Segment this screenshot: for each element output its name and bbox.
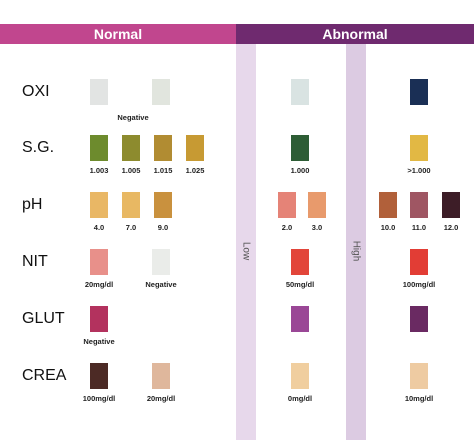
nit-normal-0-swatch <box>90 249 108 275</box>
ph-high-2-value-label: 12.0 <box>443 223 459 232</box>
row-label-oxi: OXI <box>22 83 50 100</box>
row-label-crea: CREA <box>22 367 67 384</box>
high-band-label: High <box>350 240 362 262</box>
normal-header: Normal <box>0 24 236 44</box>
oxi-high-swatch <box>410 79 428 105</box>
ph-high-2-swatch <box>442 192 460 218</box>
oxi-low-swatch <box>291 79 309 105</box>
nit-high-swatch <box>410 249 428 275</box>
sg-normal-1-value-label: 1.005 <box>121 166 141 175</box>
ph-high-0-swatch <box>379 192 397 218</box>
glut-normal-0-value-label: Negative <box>83 337 115 346</box>
ph-low-1-swatch <box>308 192 326 218</box>
nit-normal-0-value-label: 20mg/dl <box>84 280 114 289</box>
crea-normal-0-value-label: 100mg/dl <box>82 394 116 403</box>
ph-normal-1-swatch <box>122 192 140 218</box>
nit-low-value-label: 50mg/dl <box>285 280 315 289</box>
row-label-sg: S.G. <box>22 139 55 156</box>
ph-normal-2-value-label: 9.0 <box>157 223 169 232</box>
sg-high-swatch <box>410 135 428 161</box>
ph-normal-2-swatch <box>154 192 172 218</box>
low-band-label: Low <box>240 241 252 261</box>
row-label-ph: pH <box>22 196 43 213</box>
crea-low-value-label: 0mg/dl <box>287 394 313 403</box>
row-label-glut: GLUT <box>22 310 65 327</box>
row-label-nit: NIT <box>22 253 48 270</box>
crea-normal-1-swatch <box>152 363 170 389</box>
ph-high-0-value-label: 10.0 <box>380 223 396 232</box>
nit-low-swatch <box>291 249 309 275</box>
oxi-normal-0-swatch <box>90 79 108 105</box>
ph-high-1-swatch <box>410 192 428 218</box>
crea-high-value-label: 10mg/dl <box>404 394 434 403</box>
glut-normal-0-swatch <box>90 306 108 332</box>
sg-low-value-label: 1.000 <box>290 166 310 175</box>
crea-normal-1-value-label: 20mg/dl <box>146 394 176 403</box>
sg-normal-2-swatch <box>154 135 172 161</box>
ph-low-0-value-label: 2.0 <box>281 223 293 232</box>
ph-normal-0-swatch <box>90 192 108 218</box>
ph-low-1-value-label: 3.0 <box>311 223 323 232</box>
ph-normal-1-value-label: 7.0 <box>125 223 137 232</box>
abnormal-header: Abnormal <box>236 24 474 44</box>
sg-normal-3-value-label: 1.025 <box>185 166 205 175</box>
glut-high-swatch <box>410 306 428 332</box>
sg-low-swatch <box>291 135 309 161</box>
nit-normal-1-value-label: Negative <box>145 280 177 289</box>
low-band: Low <box>236 44 256 440</box>
sg-normal-0-value-label: 1.003 <box>89 166 109 175</box>
sg-normal-0-swatch <box>90 135 108 161</box>
ph-normal-0-value-label: 4.0 <box>93 223 105 232</box>
crea-high-swatch <box>410 363 428 389</box>
nit-high-value-label: 100mg/dl <box>402 280 436 289</box>
glut-low-swatch <box>291 306 309 332</box>
ph-high-1-value-label: 11.0 <box>411 223 427 232</box>
sg-normal-1-swatch <box>122 135 140 161</box>
oxi-normal-1-swatch <box>152 79 170 105</box>
crea-normal-0-swatch <box>90 363 108 389</box>
ph-low-0-swatch <box>278 192 296 218</box>
high-band: High <box>346 44 366 440</box>
sg-normal-2-value-label: 1.015 <box>153 166 173 175</box>
nit-normal-1-swatch <box>152 249 170 275</box>
sg-normal-3-swatch <box>186 135 204 161</box>
oxi-normal-caption: Negative <box>117 113 149 122</box>
sg-high-value-label: >1.000 <box>407 166 431 175</box>
crea-low-swatch <box>291 363 309 389</box>
